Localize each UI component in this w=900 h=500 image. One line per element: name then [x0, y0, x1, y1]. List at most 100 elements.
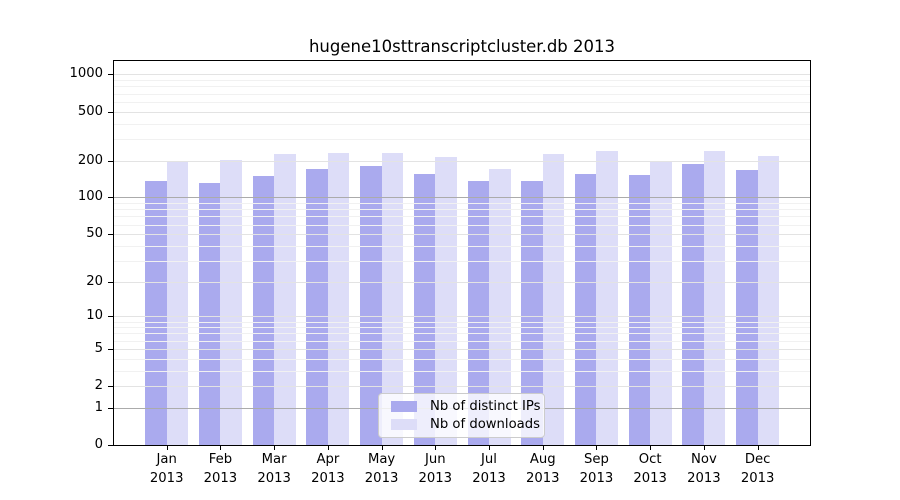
y-tick-label-0: 0	[94, 437, 103, 452]
x-tick-label-aug: Aug 2013	[525, 452, 560, 486]
bar-distinct-ips-mar	[252, 175, 275, 445]
y-tick-mark-1000	[108, 74, 113, 76]
y-tick-mark-100	[108, 197, 113, 199]
bar-downloads-jun	[435, 157, 457, 445]
bar-downloads-apr	[327, 153, 350, 445]
x-tick-mark-oct	[650, 445, 652, 450]
bar-downloads-oct	[650, 161, 672, 445]
bar-distinct-ips-sep	[574, 174, 597, 445]
y-tick-mark-50	[108, 234, 113, 236]
gridline-y-100	[114, 197, 810, 199]
gridline-y-9	[114, 321, 810, 323]
x-tick-label-jun: Jun 2013	[418, 452, 453, 486]
x-tick-label-oct: Oct 2013	[633, 452, 667, 486]
gridline-y-1000	[114, 74, 810, 76]
x-tick-mark-feb	[220, 445, 222, 450]
y-tick-label-50: 50	[86, 226, 103, 242]
x-tick-mark-jan	[166, 445, 168, 450]
legend-label-distinct-ips: Nb of distinct IPs	[430, 398, 541, 414]
gridline-y-5	[114, 348, 810, 350]
x-tick-label-nov: Nov 2013	[687, 452, 721, 486]
legend-swatch-downloads	[391, 419, 417, 431]
legend: Nb of distinct IPs Nb of downloads	[378, 393, 545, 438]
bar-distinct-ips-oct	[628, 174, 651, 445]
y-tick-label-1: 1	[94, 399, 103, 415]
gridline-y-8	[114, 327, 810, 329]
x-tick-label-feb: Feb 2013	[203, 452, 238, 486]
gridline-y-50	[114, 234, 810, 236]
bar-downloads-nov	[703, 150, 726, 445]
gridline-y-700	[114, 93, 810, 95]
legend-item-distinct-ips: Nb of distinct IPs	[385, 397, 541, 416]
legend-item-downloads: Nb of downloads	[385, 416, 540, 435]
legend-swatch-distinct-ips	[391, 400, 417, 412]
x-tick-mark-nov	[703, 445, 705, 450]
bar-distinct-ips-may	[360, 165, 382, 445]
x-tick-label-jan: Jan 2013	[149, 452, 184, 486]
y-tick-label-20: 20	[86, 273, 103, 289]
y-tick-mark-20	[108, 281, 113, 283]
bar-distinct-ips-jun	[413, 174, 436, 445]
y-tick-mark-5	[108, 348, 113, 350]
gridline-y-600	[114, 101, 810, 103]
y-tick-mark-500	[108, 111, 113, 113]
y-tick-mark-1	[108, 407, 113, 409]
x-tick-label-apr: Apr 2013	[311, 452, 345, 486]
gridline-y-800	[114, 86, 810, 88]
gridline-y-80	[114, 209, 810, 211]
x-tick-label-mar: Mar 2013	[257, 452, 291, 486]
bar-downloads-feb	[220, 159, 242, 445]
x-tick-mark-may	[381, 445, 383, 450]
gridline-y-300	[114, 138, 810, 140]
gridline-y-4	[114, 358, 810, 360]
gridline-y-10	[114, 316, 810, 318]
y-tick-label-5: 5	[94, 340, 103, 356]
gridline-y-7	[114, 333, 810, 335]
y-tick-mark-200	[108, 160, 113, 162]
gridline-y-40	[114, 245, 810, 247]
bar-downloads-dec	[757, 156, 780, 445]
gridline-y-20	[114, 281, 810, 283]
legend-label-downloads: Nb of downloads	[430, 417, 540, 433]
x-tick-label-may: May 2013	[364, 452, 399, 486]
bar-downloads-mar	[274, 154, 296, 445]
gridline-y-900	[114, 80, 810, 82]
bar-downloads-aug	[542, 154, 565, 445]
y-tick-label-100: 100	[77, 189, 103, 205]
gridline-y-3	[114, 370, 810, 372]
gridline-y-90	[114, 203, 810, 205]
y-tick-mark-0	[108, 445, 113, 446]
gridline-y-60	[114, 224, 810, 226]
x-tick-label-jul: Jul 2013	[472, 452, 506, 486]
y-tick-label-500: 500	[77, 103, 103, 119]
gridline-y-70	[114, 216, 810, 218]
y-tick-label-1000: 1000	[69, 66, 103, 82]
x-tick-mark-jul	[489, 445, 491, 450]
y-tick-label-2: 2	[94, 378, 103, 394]
gridline-y-400	[114, 123, 810, 125]
bar-distinct-ips-apr	[306, 168, 328, 445]
y-tick-mark-10	[108, 316, 113, 318]
gridline-y-6	[114, 340, 810, 342]
gridline-y-500	[114, 111, 810, 113]
bar-downloads-jul	[489, 168, 511, 445]
gridline-y-30	[114, 260, 810, 262]
x-tick-mark-aug	[542, 445, 544, 450]
y-tick-label-10: 10	[86, 308, 103, 324]
x-tick-mark-sep	[596, 445, 598, 450]
bar-distinct-ips-nov	[682, 163, 704, 445]
bar-distinct-ips-jan	[145, 180, 167, 445]
plot-area	[113, 60, 811, 446]
y-tick-mark-2	[108, 386, 113, 388]
bar-distinct-ips-feb	[198, 182, 221, 445]
bar-distinct-ips-dec	[736, 169, 758, 445]
bar-downloads-jan	[166, 161, 189, 445]
gridline-y-200	[114, 160, 810, 162]
bar-downloads-may	[381, 152, 404, 445]
x-tick-label-dec: Dec 2013	[740, 452, 775, 486]
x-tick-mark-jun	[435, 445, 437, 450]
x-tick-mark-dec	[757, 445, 759, 450]
y-tick-label-200: 200	[77, 152, 103, 168]
gridline-y-2	[114, 386, 810, 388]
